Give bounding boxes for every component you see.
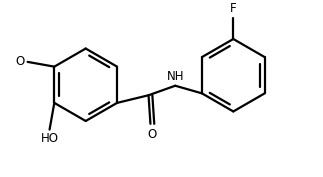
Text: HO: HO (41, 132, 58, 145)
Text: NH: NH (166, 70, 184, 83)
Text: O: O (148, 128, 157, 141)
Text: F: F (230, 2, 237, 15)
Text: O: O (16, 55, 25, 68)
